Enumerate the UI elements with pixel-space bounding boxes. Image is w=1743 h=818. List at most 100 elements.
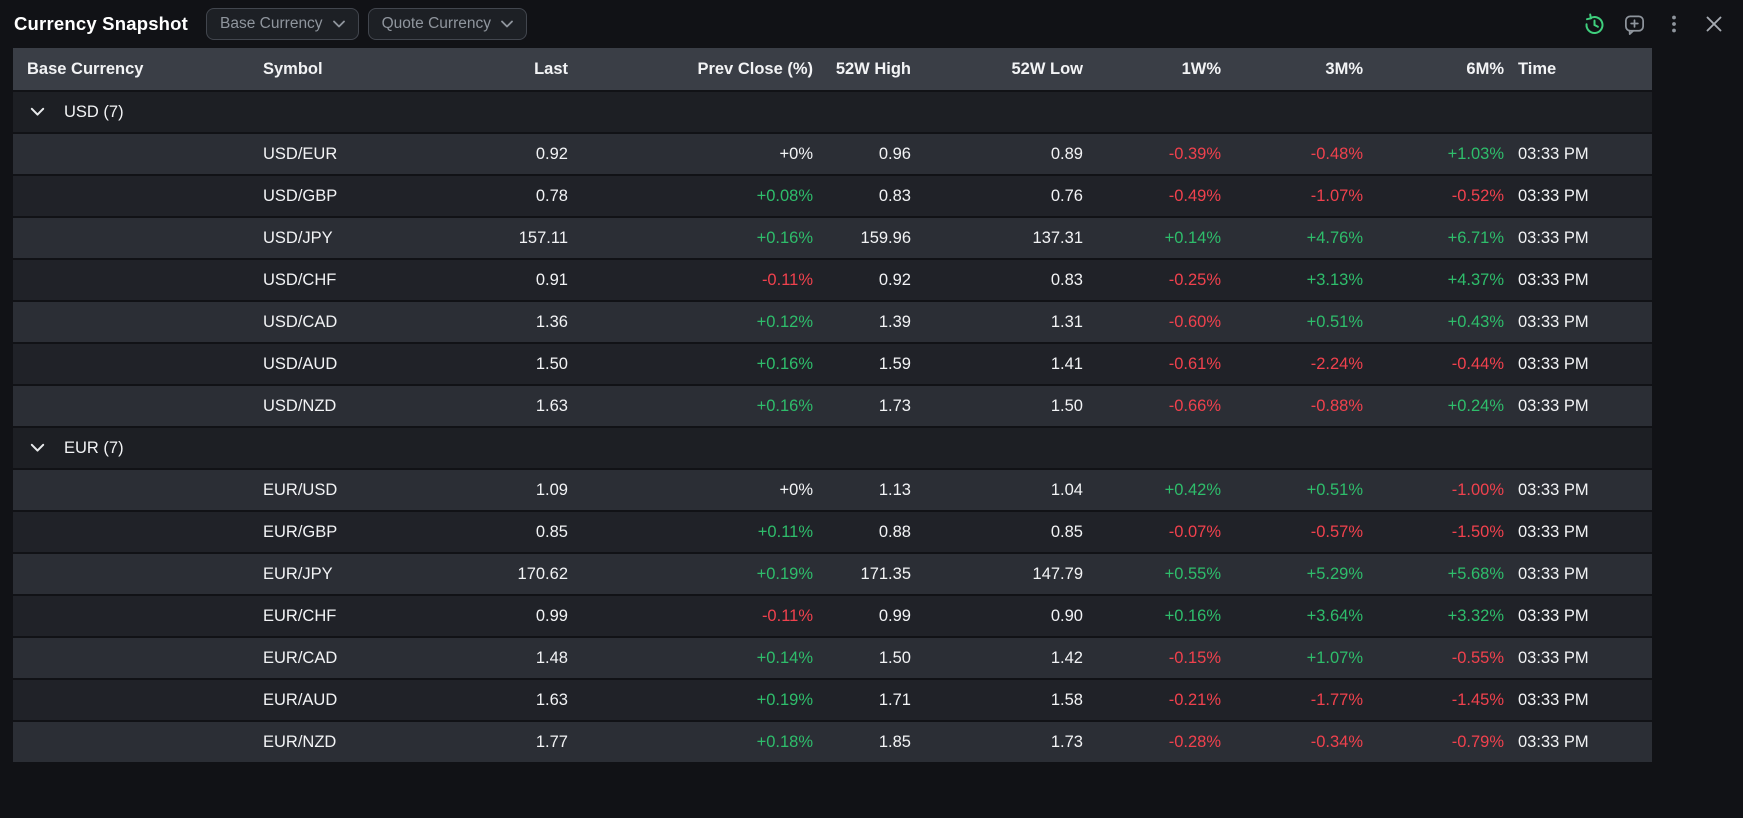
high-52w-cell: 171.35 [860,564,911,583]
prev-close-cell: -0.11% [761,606,813,625]
column-header-52w-high[interactable]: 52W High [835,59,911,78]
symbol-cell: EUR/GBP [263,522,338,541]
pct-1w-cell: -0.28% [1168,732,1221,751]
time-cell: 03:33 PM [1518,312,1589,331]
time-cell: 03:33 PM [1518,732,1589,751]
pct-3m-cell: +5.29% [1306,564,1363,583]
table-row[interactable]: EUR/JPY 170.62 +0.19% 171.35 147.79 +0.55% +5.… [13,554,1652,594]
last-cell: 0.91 [535,270,568,289]
pct-6m-cell: -0.44% [1451,354,1504,373]
table-row[interactable]: USD/CAD 1.36 +0.12% 1.39 1.31 -0.60% +0.51% +0.… [13,302,1652,342]
table-row[interactable]: EUR/USD 1.09 +0% 1.13 1.04 +0.42% +0.51% -1.00%… [13,470,1652,510]
pct-1w-cell: -0.49% [1168,186,1221,205]
pct-3m-cell: +4.76% [1306,228,1363,247]
chevron-down-icon[interactable] [30,107,45,117]
pct-1w-cell: +0.14% [1164,228,1221,247]
low-52w-cell: 0.89 [1050,144,1083,163]
high-52w-cell: 1.71 [878,690,911,709]
column-header-symbol[interactable]: Symbol [263,59,323,78]
symbol-cell: USD/JPY [263,228,333,247]
pct-3m-cell: -0.48% [1310,144,1363,163]
high-52w-cell: 159.96 [860,228,911,247]
table-row[interactable]: EUR/AUD 1.63 +0.19% 1.71 1.58 -0.21% -1.77% -1.… [13,680,1652,720]
low-52w-cell: 1.31 [1050,312,1083,331]
pct-1w-cell: -0.07% [1168,522,1221,541]
column-header-base-currency[interactable]: Base Currency [27,59,144,78]
time-cell: 03:33 PM [1518,690,1589,709]
high-52w-cell: 0.99 [878,606,911,625]
pct-1w-cell: -0.61% [1168,354,1221,373]
quote-currency-dropdown[interactable]: Quote Currency [367,8,527,40]
low-52w-cell: 1.58 [1050,690,1083,709]
history-clock-icon[interactable] [1581,11,1607,37]
column-header-time[interactable]: Time [1518,59,1557,78]
prev-close-cell: +0% [779,144,813,163]
time-cell: 03:33 PM [1518,396,1589,415]
group-label: EUR (7) [64,438,124,457]
pct-6m-cell: +4.37% [1447,270,1504,289]
prev-close-cell: +0.16% [756,396,813,415]
table-row[interactable]: EUR/CHF 0.99 -0.11% 0.99 0.90 +0.16% +3.64% +3.… [13,596,1652,636]
pct-6m-cell: -0.55% [1451,648,1504,667]
group-cell: USD (7) [13,103,1652,122]
time-cell: 03:33 PM [1518,648,1589,667]
symbol-cell: EUR/NZD [263,732,337,751]
table-row[interactable]: USD/NZD 1.63 +0.16% 1.73 1.50 -0.66% -0.88% +0.… [13,386,1652,426]
base-currency-dropdown[interactable]: Base Currency [206,8,359,40]
last-cell: 0.92 [535,144,568,163]
table-row[interactable]: USD/JPY 157.11 +0.16% 159.96 137.31 +0.14% +4.… [13,218,1652,258]
pct-1w-cell: -0.39% [1168,144,1221,163]
high-52w-cell: 1.39 [878,312,911,331]
pct-6m-cell: +0.24% [1447,396,1504,415]
chevron-down-icon [501,15,513,33]
symbol-cell: EUR/CAD [263,648,338,667]
pct-6m-cell: -1.45% [1451,690,1504,709]
last-cell: 1.09 [535,480,568,499]
column-header-prev-close[interactable]: Prev Close (%) [697,59,813,78]
kebab-menu-icon[interactable] [1661,11,1687,37]
column-header-last[interactable]: Last [534,59,568,78]
column-header-6m[interactable]: 6M% [1466,59,1504,78]
prev-close-cell: +0.16% [756,228,813,247]
chevron-down-icon[interactable] [30,443,45,453]
table-row[interactable]: EUR/GBP 0.85 +0.11% 0.88 0.85 -0.07% -0.57% -1.… [13,512,1652,552]
table-row[interactable]: USD/AUD 1.50 +0.16% 1.59 1.41 -0.61% -2.24% -0.… [13,344,1652,384]
group-row[interactable]: EUR (7) [13,428,1652,468]
prev-close-cell: -0.11% [761,270,813,289]
column-header-1w[interactable]: 1W% [1181,59,1221,78]
comment-plus-icon[interactable] [1621,11,1647,37]
table-row[interactable]: EUR/NZD 1.77 +0.18% 1.85 1.73 -0.28% -0.34% -0.… [13,722,1652,762]
table-row[interactable]: USD/EUR 0.92 +0% 0.96 0.89 -0.39% -0.48% +1.03%… [13,134,1652,174]
pct-1w-cell: +0.42% [1164,480,1221,499]
column-header-52w-low[interactable]: 52W Low [1011,59,1083,78]
last-cell: 0.85 [535,522,568,541]
pct-6m-cell: +0.43% [1447,312,1504,331]
pct-3m-cell: +3.13% [1306,270,1363,289]
prev-close-cell: +0.19% [756,690,813,709]
group-cell: EUR (7) [13,439,1652,458]
close-icon[interactable] [1701,11,1727,37]
pct-3m-cell: +0.51% [1306,312,1363,331]
symbol-cell: USD/CAD [263,312,338,331]
widget-header: Currency Snapshot Base Currency Quote Cu… [0,0,1743,48]
column-header-3m[interactable]: 3M% [1325,59,1363,78]
table-row[interactable]: EUR/CAD 1.48 +0.14% 1.50 1.42 -0.15% +1.07% -0.… [13,638,1652,678]
low-52w-cell: 0.76 [1050,186,1083,205]
prev-close-cell: +0.16% [756,354,813,373]
last-cell: 0.99 [535,606,568,625]
symbol-cell: EUR/AUD [263,690,338,709]
table-body: USD (7) USD/EUR 0.92 +0% 0.96 0.89 -0.39% -0.48… [13,92,1652,762]
prev-close-cell: +0.11% [757,522,813,541]
time-cell: 03:33 PM [1518,480,1589,499]
pct-1w-cell: -0.25% [1168,270,1221,289]
pct-3m-cell: +1.07% [1306,648,1363,667]
low-52w-cell: 0.85 [1050,522,1083,541]
base-currency-dropdown-label: Base Currency [220,15,323,32]
prev-close-cell: +0.19% [756,564,813,583]
symbol-cell: USD/AUD [263,354,338,373]
high-52w-cell: 0.92 [878,270,911,289]
group-row[interactable]: USD (7) [13,92,1652,132]
table-row[interactable]: USD/GBP 0.78 +0.08% 0.83 0.76 -0.49% -1.07% -0.… [13,176,1652,216]
table-row[interactable]: USD/CHF 0.91 -0.11% 0.92 0.83 -0.25% +3.13% +4.… [13,260,1652,300]
last-cell: 1.77 [535,732,568,751]
